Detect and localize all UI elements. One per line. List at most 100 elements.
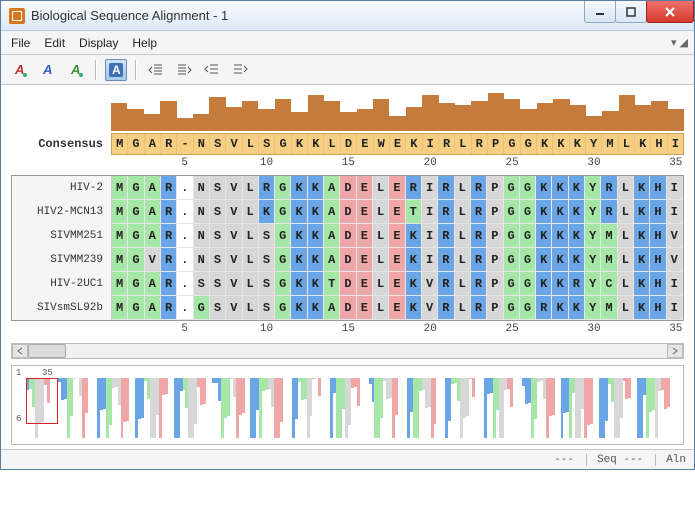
close-button[interactable] (646, 1, 694, 23)
residue-cell[interactable]: E (357, 248, 373, 272)
residue-cell[interactable]: L (455, 176, 471, 200)
sequence-label[interactable]: HIV-2 (12, 176, 112, 200)
residue-cell[interactable]: G (520, 176, 536, 200)
residue-cell[interactable]: P (487, 176, 503, 200)
font-color-a-icon[interactable]: A (9, 59, 31, 81)
residue-cell[interactable]: R (406, 176, 422, 200)
residue-cell[interactable]: G (128, 272, 144, 296)
residue-cell[interactable]: K (291, 224, 307, 248)
residue-cell[interactable]: G (275, 248, 291, 272)
residue-cell[interactable]: R (161, 272, 177, 296)
residue-cell[interactable]: D (340, 176, 356, 200)
residue-cell[interactable]: E (357, 296, 373, 320)
residue-cell[interactable]: M (601, 296, 617, 320)
residue-cell[interactable]: V (226, 248, 242, 272)
residue-cell[interactable]: E (357, 200, 373, 224)
residue-cell[interactable]: H (650, 272, 666, 296)
residue-cell[interactable]: G (520, 272, 536, 296)
alignment-row[interactable]: HIV-2UC1MGAR.SSVLSGKKTDELEKVRLRPGGKKRYCL… (12, 272, 683, 296)
residue-cell[interactable]: V (422, 272, 438, 296)
overview-viewport-box[interactable] (26, 378, 58, 424)
residue-cell[interactable]: G (520, 200, 536, 224)
residue-cell[interactable]: K (552, 296, 568, 320)
residue-cell[interactable]: L (243, 272, 259, 296)
residue-cell[interactable]: L (618, 200, 634, 224)
residue-cell[interactable]: P (487, 200, 503, 224)
residue-cell[interactable]: G (128, 200, 144, 224)
residue-cell[interactable]: N (194, 224, 210, 248)
residue-cell[interactable]: G (275, 176, 291, 200)
residue-cell[interactable]: V (226, 224, 242, 248)
sequence-label[interactable]: SIVMM251 (12, 224, 112, 248)
residue-cell[interactable]: G (275, 296, 291, 320)
residue-cell[interactable]: K (291, 200, 307, 224)
residue-cell[interactable]: D (340, 296, 356, 320)
sequence-label[interactable]: SIVMM239 (12, 248, 112, 272)
menu-edit[interactable]: Edit (44, 36, 65, 50)
residue-cell[interactable]: K (259, 200, 275, 224)
residue-cell[interactable]: L (373, 248, 389, 272)
residue-cell[interactable]: S (210, 248, 226, 272)
residue-cell[interactable]: G (504, 272, 520, 296)
residue-cell[interactable]: G (128, 224, 144, 248)
residue-cell[interactable]: K (308, 248, 324, 272)
residue-cell[interactable]: K (552, 200, 568, 224)
residue-cell[interactable]: H (650, 200, 666, 224)
indent-icon[interactable] (173, 59, 195, 81)
residue-cell[interactable]: K (634, 248, 650, 272)
residue-cell[interactable]: S (259, 248, 275, 272)
residue-cell[interactable]: E (357, 272, 373, 296)
highlight-toggle-icon[interactable]: A (105, 59, 127, 81)
residue-cell[interactable]: R (161, 224, 177, 248)
residue-cell[interactable]: M (112, 224, 128, 248)
residue-cell[interactable]: L (373, 272, 389, 296)
residue-cell[interactable]: Y (585, 176, 601, 200)
residue-cell[interactable]: V (667, 224, 683, 248)
residue-cell[interactable]: H (650, 176, 666, 200)
residue-cell[interactable]: G (275, 200, 291, 224)
residue-cell[interactable]: M (112, 176, 128, 200)
residue-cell[interactable]: K (308, 200, 324, 224)
residue-cell[interactable]: K (536, 176, 552, 200)
scroll-thumb[interactable] (28, 344, 66, 358)
residue-cell[interactable]: K (308, 176, 324, 200)
residue-cell[interactable]: E (389, 296, 405, 320)
residue-cell[interactable]: R (438, 200, 454, 224)
residue-cell[interactable]: L (243, 176, 259, 200)
alignment-row[interactable]: HIV2-MCN13MGAR.NSVLKGKKADELETIRLRPGGKKKY… (12, 200, 683, 224)
residue-cell[interactable]: L (243, 200, 259, 224)
residue-cell[interactable]: R (161, 200, 177, 224)
residue-cell[interactable]: E (389, 248, 405, 272)
maximize-button[interactable] (615, 1, 647, 23)
residue-cell[interactable]: R (438, 296, 454, 320)
residue-cell[interactable]: V (226, 176, 242, 200)
residue-cell[interactable]: V (226, 296, 242, 320)
residue-cell[interactable]: E (357, 176, 373, 200)
residue-cell[interactable]: R (601, 200, 617, 224)
residue-cell[interactable]: R (471, 248, 487, 272)
residue-cell[interactable]: E (389, 176, 405, 200)
residue-cell[interactable]: T (324, 272, 340, 296)
residue-cell[interactable]: . (177, 296, 193, 320)
alignment-grid[interactable]: HIV-2MGAR.NSVLRGKKADELERIRLRPGGKKKYRLKHI… (11, 175, 684, 321)
dock-icon[interactable]: ▾ ◢ (671, 36, 688, 49)
residue-cell[interactable]: P (487, 272, 503, 296)
residue-cell[interactable]: L (455, 200, 471, 224)
outdent-icon[interactable] (145, 59, 167, 81)
residue-cell[interactable]: . (177, 200, 193, 224)
residue-cell[interactable]: G (504, 176, 520, 200)
residue-cell[interactable]: K (308, 272, 324, 296)
residue-cell[interactable]: I (422, 200, 438, 224)
residue-cell[interactable]: N (194, 200, 210, 224)
residue-cell[interactable]: H (650, 248, 666, 272)
residue-cell[interactable]: C (601, 272, 617, 296)
residue-cell[interactable]: V (226, 200, 242, 224)
residue-cell[interactable]: R (438, 176, 454, 200)
alignment-row[interactable]: HIV-2MGAR.NSVLRGKKADELERIRLRPGGKKKYRLKHI (12, 176, 683, 200)
residue-cell[interactable]: Y (585, 296, 601, 320)
residue-cell[interactable]: I (667, 296, 683, 320)
residue-cell[interactable]: I (667, 272, 683, 296)
residue-cell[interactable]: Y (585, 200, 601, 224)
residue-cell[interactable]: L (618, 224, 634, 248)
residue-cell[interactable]: G (128, 248, 144, 272)
